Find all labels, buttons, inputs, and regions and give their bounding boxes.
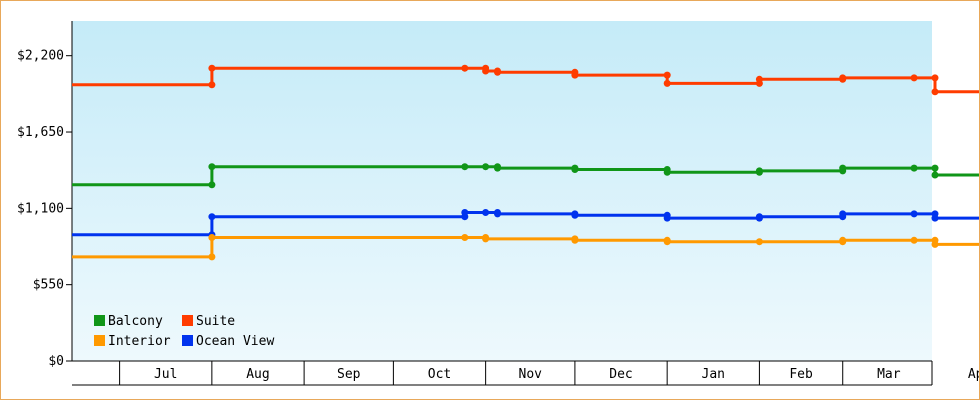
x-tick-label: Apr xyxy=(968,367,979,382)
x-tick-label: Dec xyxy=(609,367,632,382)
data-point-balcony xyxy=(931,164,939,172)
data-point-balcony xyxy=(461,163,469,171)
data-point-suite xyxy=(910,74,918,82)
data-point-ocean-view xyxy=(931,214,939,222)
data-point-ocean-view xyxy=(755,213,763,221)
data-point-suite xyxy=(571,71,579,79)
legend-swatch-balcony xyxy=(94,315,105,326)
data-point-interior xyxy=(208,234,216,241)
data-point-interior xyxy=(208,253,216,261)
data-point-suite xyxy=(494,68,501,76)
legend-swatch-ocean-view xyxy=(182,335,193,346)
y-axis: $0 $550 $1,100 $1,650 $2,200 xyxy=(17,21,73,369)
y-tick-label: $550 xyxy=(33,278,64,293)
data-point-suite xyxy=(931,88,939,96)
legend: Balcony Suite Interior Ocean View xyxy=(94,314,274,349)
y-tick-label: $0 xyxy=(48,354,64,369)
x-tick-label: Nov xyxy=(519,367,543,382)
series-balcony xyxy=(72,163,979,189)
data-point-interior xyxy=(931,240,939,248)
data-point-balcony xyxy=(208,181,216,189)
series-layer xyxy=(72,64,979,261)
series-suite xyxy=(72,64,979,96)
plot-area xyxy=(72,21,932,361)
data-point-balcony xyxy=(931,171,939,179)
y-tick-label: $2,200 xyxy=(17,49,64,64)
data-point-suite xyxy=(208,81,216,89)
data-point-balcony xyxy=(482,163,490,171)
data-point-interior xyxy=(910,236,918,244)
x-tick-label: Feb xyxy=(789,367,813,382)
x-tick-label: Jan xyxy=(702,367,725,382)
x-axis: JulAugSepOctNovDecJanFebMarAprMayJunJulA… xyxy=(72,360,979,386)
legend-label-interior: Interior xyxy=(108,334,171,349)
data-point-ocean-view xyxy=(461,209,469,216)
series-interior xyxy=(72,234,979,261)
legend-label-ocean-view: Ocean View xyxy=(196,334,274,349)
data-point-interior xyxy=(482,235,490,243)
data-point-suite xyxy=(208,64,216,72)
data-point-ocean-view xyxy=(482,209,490,216)
data-point-balcony xyxy=(494,164,501,172)
data-point-interior xyxy=(839,236,847,244)
data-point-balcony xyxy=(839,164,847,172)
data-point-suite xyxy=(755,75,763,83)
data-point-ocean-view xyxy=(663,214,671,222)
data-point-interior xyxy=(663,238,671,246)
x-tick-label: Mar xyxy=(877,367,901,382)
legend-label-suite: Suite xyxy=(196,314,235,329)
series-ocean-view xyxy=(72,209,979,239)
data-point-suite xyxy=(663,79,671,87)
data-point-ocean-view xyxy=(910,210,918,218)
data-point-suite xyxy=(931,74,939,82)
x-tick-label: Oct xyxy=(428,367,451,382)
data-point-balcony xyxy=(755,167,763,175)
legend-swatch-interior xyxy=(94,335,105,346)
x-tick-label: Jul xyxy=(154,367,177,382)
data-point-interior xyxy=(571,236,579,244)
data-point-suite xyxy=(482,67,490,75)
y-tick-label: $1,650 xyxy=(17,125,64,140)
data-point-balcony xyxy=(208,163,216,171)
x-tick-label: Aug xyxy=(246,367,269,382)
data-point-suite xyxy=(839,74,847,82)
data-point-ocean-view xyxy=(494,210,501,218)
data-point-balcony xyxy=(571,166,579,173)
data-point-interior xyxy=(755,238,763,246)
data-point-ocean-view xyxy=(571,211,579,219)
x-tick-label: Sep xyxy=(337,367,361,382)
data-point-suite xyxy=(461,64,469,72)
data-point-ocean-view xyxy=(839,210,847,218)
data-point-ocean-view xyxy=(208,213,216,221)
data-point-balcony xyxy=(910,164,918,172)
legend-swatch-suite xyxy=(182,315,193,326)
legend-label-balcony: Balcony xyxy=(108,314,163,329)
data-point-balcony xyxy=(663,168,671,176)
y-tick-label: $1,100 xyxy=(17,201,64,216)
data-point-interior xyxy=(461,234,469,241)
data-point-suite xyxy=(663,71,671,79)
